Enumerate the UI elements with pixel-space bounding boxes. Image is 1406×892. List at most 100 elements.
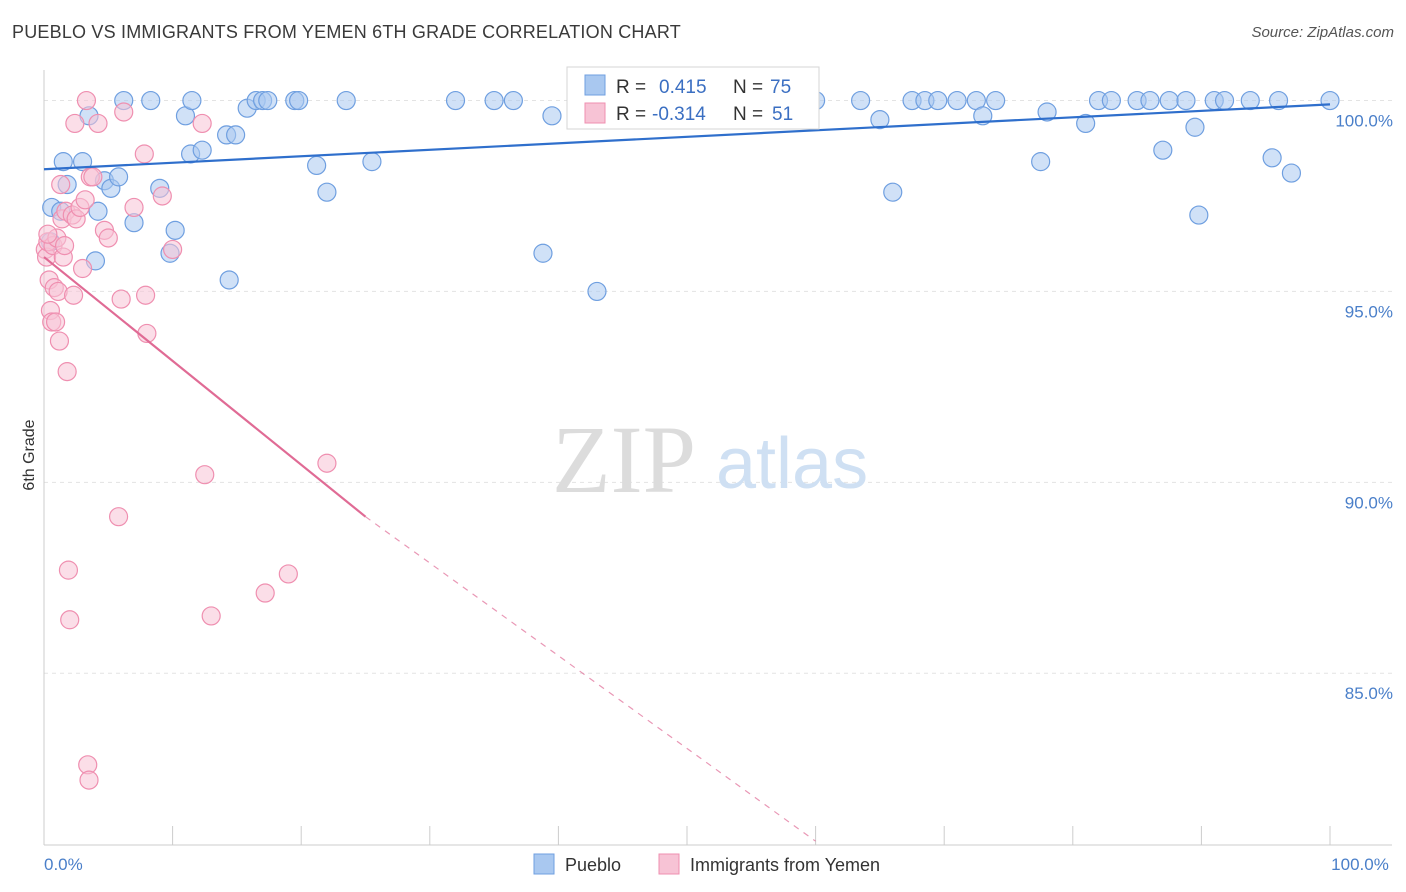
trend-lines xyxy=(43,103,1331,842)
pueblo-point xyxy=(973,106,993,126)
yemen-point xyxy=(54,236,75,256)
pueblo-point xyxy=(1159,90,1179,111)
pueblo-point xyxy=(1031,152,1051,172)
yemen-point xyxy=(38,224,58,244)
yemen-point xyxy=(83,167,103,187)
stats-box: R = 0.415 N = 75 R = -0.314 N = 51 xyxy=(566,66,820,130)
watermark-zip: ZIP xyxy=(552,406,696,513)
yemen-point xyxy=(98,228,118,248)
pueblo-point xyxy=(542,106,562,126)
pueblo-point xyxy=(289,90,309,111)
pueblo-point xyxy=(258,90,278,111)
chart-title: PUEBLO VS IMMIGRANTS FROM YEMEN 6TH GRAD… xyxy=(12,22,681,42)
yemen-point xyxy=(114,102,134,122)
pueblo-point xyxy=(219,270,239,290)
pueblo-point xyxy=(928,90,948,111)
pueblo-point xyxy=(1320,90,1340,111)
yemen-point xyxy=(88,113,108,134)
pueblo-point xyxy=(141,90,161,111)
pueblo-point xyxy=(1037,102,1057,122)
pueblo-point xyxy=(1240,90,1260,111)
legend-label-yemen: Immigrants from Yemen xyxy=(690,855,880,875)
pueblo-point xyxy=(484,90,504,111)
pueblo-point xyxy=(445,90,466,111)
yemen-point xyxy=(63,285,84,305)
yemen-point xyxy=(72,258,93,279)
yemen-point xyxy=(152,186,172,206)
stats-swatch-pueblo xyxy=(584,74,606,96)
yemen-point xyxy=(317,453,337,473)
data-points xyxy=(35,90,1340,790)
pueblo-point xyxy=(1076,113,1096,134)
y-tick-label: 95.0% xyxy=(1345,302,1393,321)
y-tick-label: 85.0% xyxy=(1345,684,1393,703)
watermark: ZIP atlas xyxy=(552,406,868,513)
pueblo-point xyxy=(1153,140,1173,160)
pueblo-point xyxy=(587,281,607,302)
yemen-point xyxy=(195,465,215,485)
pueblo-trend-line xyxy=(43,103,1331,171)
yemen-point xyxy=(45,312,66,332)
yemen-point xyxy=(58,560,79,580)
stats-r-label-pueblo: R = xyxy=(616,77,646,98)
stats-n-value-yemen: 51 xyxy=(772,104,793,125)
source-credit: Source: ZipAtlas.com xyxy=(1251,24,1394,41)
pueblo-point xyxy=(947,90,967,111)
yemen-point xyxy=(124,197,144,218)
pueblo-point xyxy=(1268,90,1289,111)
pueblo-point xyxy=(307,155,327,176)
pueblo-point xyxy=(503,90,523,111)
pueblo-point xyxy=(870,110,890,130)
pueblo-point xyxy=(986,90,1006,111)
y-axis-title: 6th Grade xyxy=(21,419,38,490)
pueblo-point xyxy=(165,220,185,240)
pueblo-point xyxy=(1189,205,1209,225)
stats-r-value-pueblo: 0.415 xyxy=(659,77,707,98)
pueblo-point xyxy=(1214,90,1235,111)
pueblo-point xyxy=(1176,90,1196,111)
pueblo-point xyxy=(533,243,553,263)
pueblo-point xyxy=(362,152,382,172)
x-tick-label: 0.0% xyxy=(44,855,83,874)
yemen-point xyxy=(278,564,298,584)
pueblo-point xyxy=(1140,90,1160,111)
yemen-point xyxy=(111,289,131,309)
stats-swatch-yemen xyxy=(584,102,606,124)
pueblo-point xyxy=(182,90,202,111)
yemen-point xyxy=(79,770,99,790)
yemen-point xyxy=(255,583,275,603)
pueblo-point xyxy=(851,90,871,111)
x-tick-label: 100.0% xyxy=(1331,855,1389,874)
pueblo-point xyxy=(336,90,356,111)
stats-n-value-pueblo: 75 xyxy=(770,77,791,98)
watermark-atlas: atlas xyxy=(716,424,868,504)
y-tick-label: 100.0% xyxy=(1335,112,1393,131)
pueblo-point xyxy=(317,182,337,202)
axes xyxy=(43,70,1392,846)
legend-label-pueblo: Pueblo xyxy=(565,855,621,875)
pueblo-point xyxy=(53,152,73,172)
yemen-point xyxy=(163,239,183,260)
pueblo-point xyxy=(226,125,246,145)
yemen-point xyxy=(135,285,156,305)
legend: Pueblo Immigrants from Yemen xyxy=(533,853,880,875)
y-tick-label: 90.0% xyxy=(1345,493,1393,512)
stats-n-label-yemen: N = xyxy=(733,104,763,125)
yemen-point xyxy=(192,113,212,134)
tick-labels: 100.0% 95.0% 90.0% 85.0% 0.0% 100.0% xyxy=(44,112,1393,874)
pueblo-point xyxy=(88,201,108,221)
stats-r-label-yemen: R = xyxy=(616,104,646,125)
yemen-trend-line xyxy=(43,256,367,518)
pueblo-point xyxy=(108,167,129,187)
yemen-point xyxy=(51,174,71,195)
yemen-point xyxy=(108,507,129,527)
legend-swatch-pueblo xyxy=(533,853,555,875)
yemen-point xyxy=(76,90,97,111)
yemen-point xyxy=(75,190,95,210)
yemen-point xyxy=(134,144,154,164)
yemen-point xyxy=(201,606,221,626)
stats-n-label-pueblo: N = xyxy=(733,77,763,98)
yemen-point xyxy=(65,113,85,134)
pueblo-point xyxy=(1262,148,1282,168)
